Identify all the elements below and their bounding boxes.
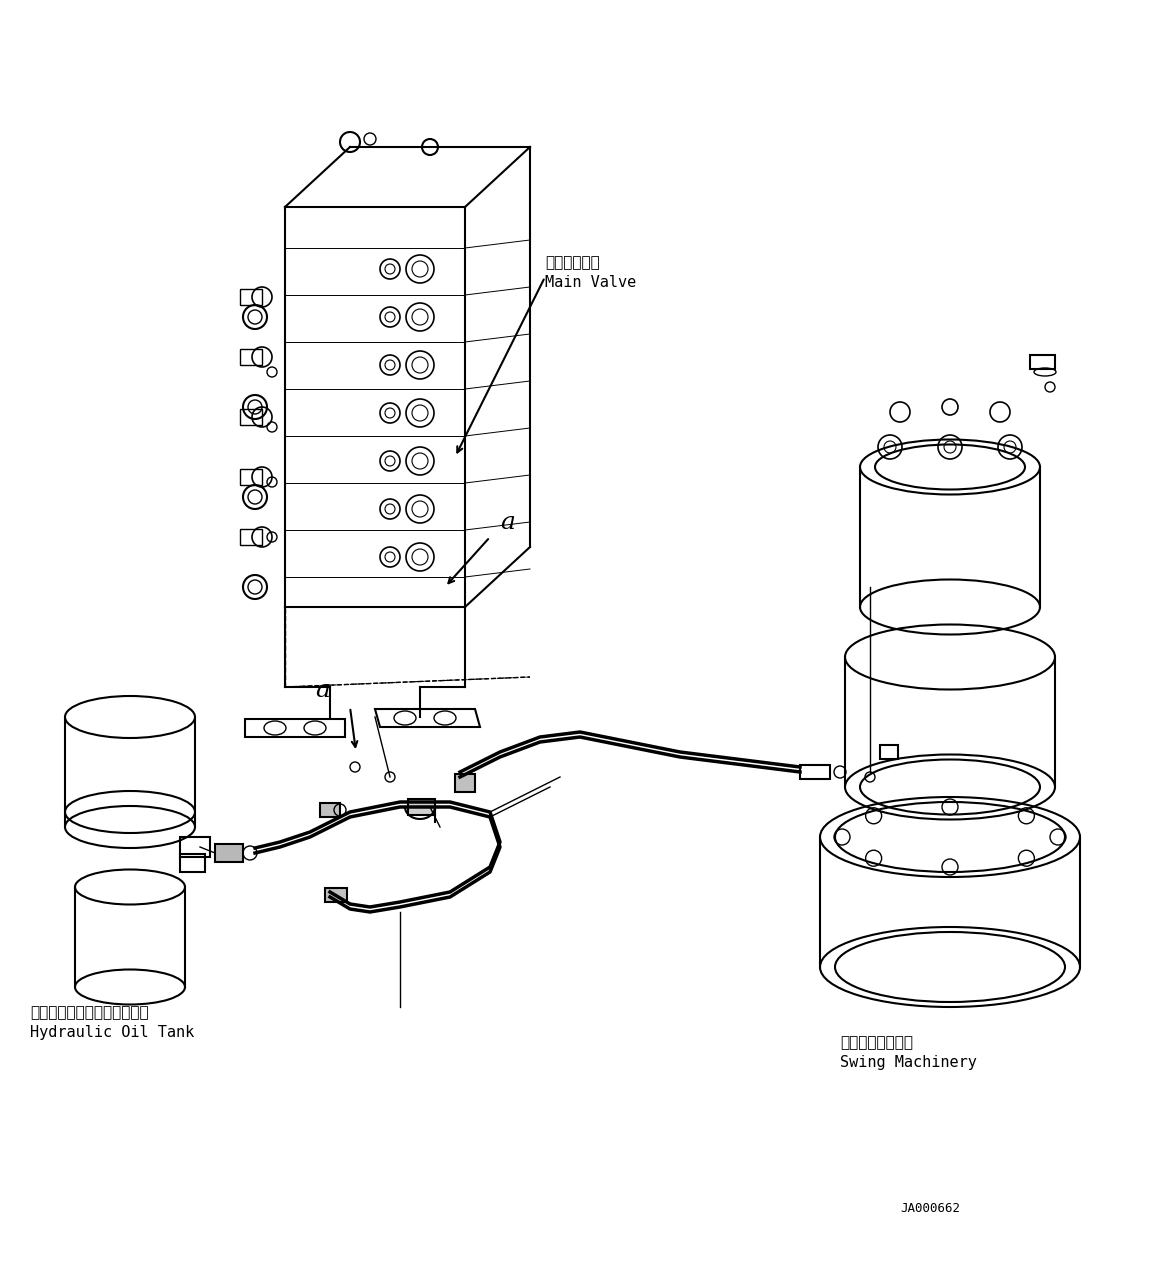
Bar [240, 409, 262, 424]
Text: a: a [315, 679, 330, 702]
Bar [320, 803, 340, 817]
Text: a: a [500, 511, 515, 533]
Bar [180, 837, 211, 856]
Text: スイングマシナリ: スイングマシナリ [840, 1035, 913, 1050]
Text: Hydraulic Oil Tank: Hydraulic Oil Tank [30, 1025, 194, 1040]
Text: ハイドロリックオイルタンク: ハイドロリックオイルタンク [30, 1005, 149, 1020]
Text: Main Valve: Main Valve [545, 275, 636, 290]
Bar [1030, 355, 1055, 369]
Text: Swing Machinery: Swing Machinery [840, 1055, 977, 1071]
Text: JA000662: JA000662 [900, 1202, 959, 1215]
Bar [215, 844, 243, 862]
Bar [324, 888, 347, 902]
Bar [240, 289, 262, 305]
Bar [800, 765, 830, 779]
Bar [455, 774, 475, 792]
Bar [180, 854, 205, 872]
Text: メインバルブ: メインバルブ [545, 255, 600, 270]
Bar [240, 348, 262, 365]
Bar [240, 469, 262, 485]
Bar [240, 530, 262, 545]
Bar [880, 745, 898, 759]
Bar [408, 799, 435, 815]
